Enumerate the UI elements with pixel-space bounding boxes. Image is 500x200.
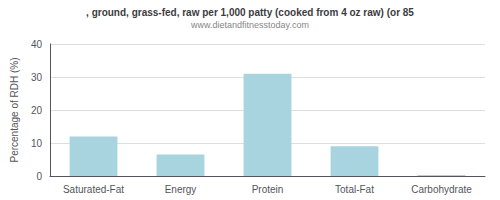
svg-text:, ground, grass-fed, raw per 1: , ground, grass-fed, raw per 1,000 patty… bbox=[86, 7, 414, 18]
svg-text:20: 20 bbox=[31, 105, 43, 116]
svg-text:Total-Fat: Total-Fat bbox=[335, 184, 374, 195]
svg-text:0: 0 bbox=[36, 171, 42, 182]
svg-text:Saturated-Fat: Saturated-Fat bbox=[63, 184, 124, 195]
svg-text:Percentage of RDH (%): Percentage of RDH (%) bbox=[9, 57, 20, 162]
svg-text:Carbohydrate: Carbohydrate bbox=[411, 184, 472, 195]
svg-text:www.dietandfitnesstoday.com: www.dietandfitnesstoday.com bbox=[190, 20, 309, 30]
svg-text:Energy: Energy bbox=[165, 184, 197, 195]
svg-text:30: 30 bbox=[31, 72, 43, 83]
svg-text:10: 10 bbox=[31, 138, 43, 149]
svg-text:Protein: Protein bbox=[252, 184, 284, 195]
svg-text:40: 40 bbox=[31, 39, 43, 50]
